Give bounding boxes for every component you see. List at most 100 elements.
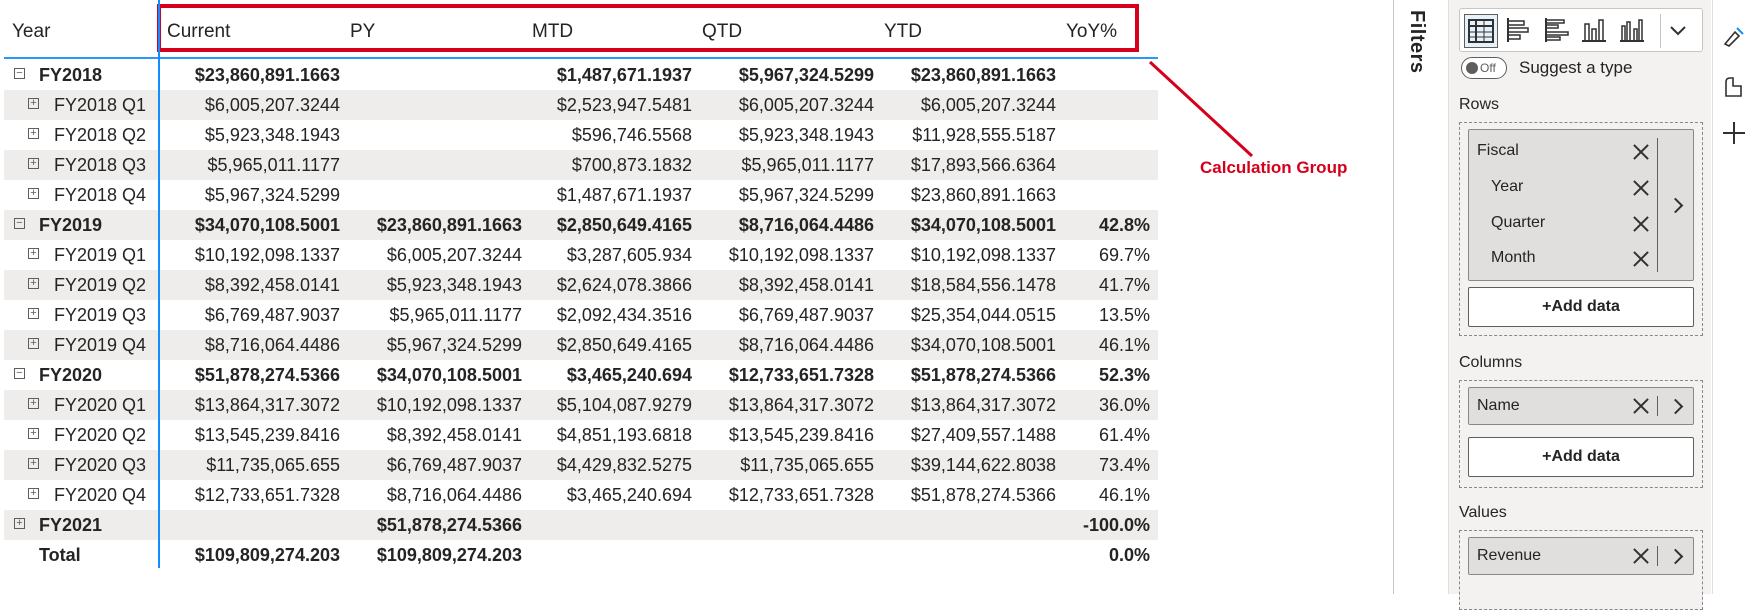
columns-add-data-button[interactable]: +Add data [1468, 437, 1694, 477]
table-row[interactable]: + FY2020 Q2 $13,545,239.8416 $8,392,458.014… [4, 420, 1158, 450]
header-mtd[interactable]: MTD [532, 21, 574, 42]
expand-icon[interactable]: + [28, 98, 39, 109]
value-cell: 46.1% [1098, 335, 1150, 355]
remove-year-icon[interactable] [1633, 180, 1649, 196]
rows-field-year[interactable]: Year [1491, 178, 1524, 195]
table-row[interactable]: + FY2018 Q2 $5,923,348.1943 $596,746.5568 $5… [4, 120, 1158, 150]
remove-revenue-icon[interactable] [1633, 548, 1649, 564]
value-cell: $6,769,487.9037 [738, 305, 874, 325]
table-row[interactable]: + FY2018 Q4 $5,967,324.5299 $1,487,671.1937… [4, 180, 1158, 210]
table-row[interactable]: + FY2020 Q4 $12,733,651.7328 $8,716,064.448… [4, 480, 1158, 510]
analytics-icon[interactable] [1721, 74, 1747, 100]
row-label[interactable]: FY2018 Q3 [54, 155, 147, 175]
row-label[interactable]: FY2021 [39, 515, 103, 535]
chevron-down-icon[interactable] [1660, 14, 1696, 48]
row-label[interactable]: FY2019 [39, 215, 103, 235]
row-label[interactable]: FY2018 [39, 65, 103, 85]
table-row[interactable]: + FY2019 Q4 $8,716,064.4486 $5,967,324.5299… [4, 330, 1158, 360]
expand-name-icon[interactable] [1667, 398, 1684, 415]
expand-icon[interactable]: + [28, 308, 39, 319]
expand-icon[interactable]: + [28, 488, 39, 499]
row-label[interactable]: FY2019 Q3 [54, 305, 147, 325]
remove-month-icon[interactable] [1633, 251, 1649, 267]
value-cell: $5,967,324.5299 [204, 185, 340, 205]
expand-icon[interactable]: + [28, 128, 39, 139]
row-label[interactable]: FY2018 Q2 [54, 125, 147, 145]
row-label[interactable]: FY2020 Q4 [54, 485, 147, 505]
rows-well[interactable]: Fiscal Year Quarter Month +Add data [1459, 122, 1703, 336]
table-row[interactable]: + FY2018 Q3 $5,965,011.1177 $700,873.1832 $5… [4, 150, 1158, 180]
expand-icon[interactable]: + [28, 188, 39, 199]
collapse-icon[interactable]: − [14, 68, 25, 79]
expand-revenue-icon[interactable] [1667, 548, 1684, 565]
value-cell: $5,967,324.5299 [738, 185, 874, 205]
table-row[interactable]: − FY2019 $34,070,108.5001 $23,860,891.1663 $… [4, 210, 1158, 240]
row-label[interactable]: FY2019 Q2 [54, 275, 147, 295]
row-label[interactable]: FY2019 Q4 [54, 335, 147, 355]
clustered-column-icon[interactable] [1616, 14, 1650, 48]
expand-rows-icon[interactable] [1667, 197, 1684, 214]
row-label[interactable]: FY2019 Q1 [54, 245, 147, 265]
header-qtd[interactable]: QTD [702, 21, 743, 42]
rows-group-name: Fiscal [1477, 142, 1519, 159]
values-well[interactable]: Revenue [1459, 530, 1703, 610]
table-row[interactable]: − FY2018 $23,860,891.1663 $1,487,671.1937 $5… [4, 60, 1158, 90]
rows-field-month[interactable]: Month [1491, 249, 1536, 266]
value-cell: $5,923,348.1943 [386, 275, 522, 295]
value-cell: $5,965,011.1177 [741, 155, 874, 175]
expand-icon[interactable]: + [28, 158, 39, 169]
values-field-chip[interactable]: Revenue [1468, 537, 1694, 575]
collapse-icon[interactable]: − [14, 218, 25, 229]
table-row[interactable]: + FY2019 Q1 $10,192,098.1337 $6,005,207.324… [4, 240, 1158, 270]
table-row[interactable]: Total $109,809,274.203 $109,809,274.203 0.0… [4, 540, 1158, 570]
table-row[interactable]: + FY2019 Q3 $6,769,487.9037 $5,965,011.1177… [4, 300, 1158, 330]
rows-field-group[interactable]: Fiscal Year Quarter Month [1468, 129, 1694, 281]
columns-field-chip[interactable]: Name [1468, 387, 1694, 425]
table-row[interactable]: − FY2020 $51,878,274.5366 $34,070,108.5001 $… [4, 360, 1158, 390]
expand-icon[interactable]: + [28, 458, 39, 469]
format-brush-icon[interactable] [1721, 24, 1747, 50]
table-row[interactable]: + FY2021 $51,878,274.5366 -100.0% [4, 510, 1158, 540]
remove-name-icon[interactable] [1633, 398, 1649, 414]
table-row[interactable]: + FY2020 Q1 $13,864,317.3072 $10,192,098.13… [4, 390, 1158, 420]
rows-add-data-button[interactable]: +Add data [1468, 287, 1694, 327]
rows-field-quarter[interactable]: Quarter [1491, 214, 1546, 231]
expand-icon[interactable]: + [14, 518, 25, 529]
value-cell: $51,878,274.5366 [376, 515, 522, 535]
expand-icon[interactable]: + [28, 428, 39, 439]
filters-pane-toggle[interactable]: Filters [1406, 10, 1428, 74]
row-header-divider [158, 0, 160, 568]
suggest-type-toggle[interactable]: Off [1461, 57, 1507, 79]
row-label[interactable]: FY2018 Q1 [54, 95, 147, 115]
row-label[interactable]: FY2018 Q4 [54, 185, 147, 205]
clustered-bar-icon[interactable] [1540, 14, 1574, 48]
remove-fiscal-icon[interactable] [1633, 144, 1649, 160]
remove-quarter-icon[interactable] [1633, 216, 1649, 232]
value-cell: $3,465,240.694 [566, 365, 692, 385]
expand-icon[interactable]: + [28, 398, 39, 409]
matrix-icon[interactable] [1464, 14, 1498, 48]
expand-icon[interactable]: + [28, 338, 39, 349]
header-year[interactable]: Year [12, 21, 51, 42]
matrix-visual[interactable]: Year Current PY MTD QTD YTD YoY% − FY2018… [0, 0, 1158, 594]
header-py[interactable]: PY [350, 21, 376, 42]
stacked-bar-icon[interactable] [1502, 14, 1536, 48]
row-label[interactable]: Total [39, 545, 81, 565]
row-label[interactable]: FY2020 Q3 [54, 455, 147, 475]
table-row[interactable]: + FY2018 Q1 $6,005,207.3244 $2,523,947.5481… [4, 90, 1158, 120]
table-row[interactable]: + FY2020 Q3 $11,735,065.655 $6,769,487.9037… [4, 450, 1158, 480]
calculation-group-highlight [157, 4, 1139, 52]
header-yoy[interactable]: YoY% [1066, 21, 1118, 42]
row-label[interactable]: FY2020 Q1 [54, 395, 147, 415]
collapse-icon[interactable]: − [14, 368, 25, 379]
header-current[interactable]: Current [167, 21, 231, 42]
row-label[interactable]: FY2020 Q2 [54, 425, 147, 445]
add-icon[interactable] [1721, 120, 1747, 146]
expand-icon[interactable]: + [28, 278, 39, 289]
table-row[interactable]: + FY2019 Q2 $8,392,458.0141 $5,923,348.1943… [4, 270, 1158, 300]
columns-well[interactable]: Name +Add data [1459, 380, 1703, 488]
stacked-column-icon[interactable] [1578, 14, 1612, 48]
expand-icon[interactable]: + [28, 248, 39, 259]
header-ytd[interactable]: YTD [884, 21, 922, 42]
row-label[interactable]: FY2020 [39, 365, 103, 385]
